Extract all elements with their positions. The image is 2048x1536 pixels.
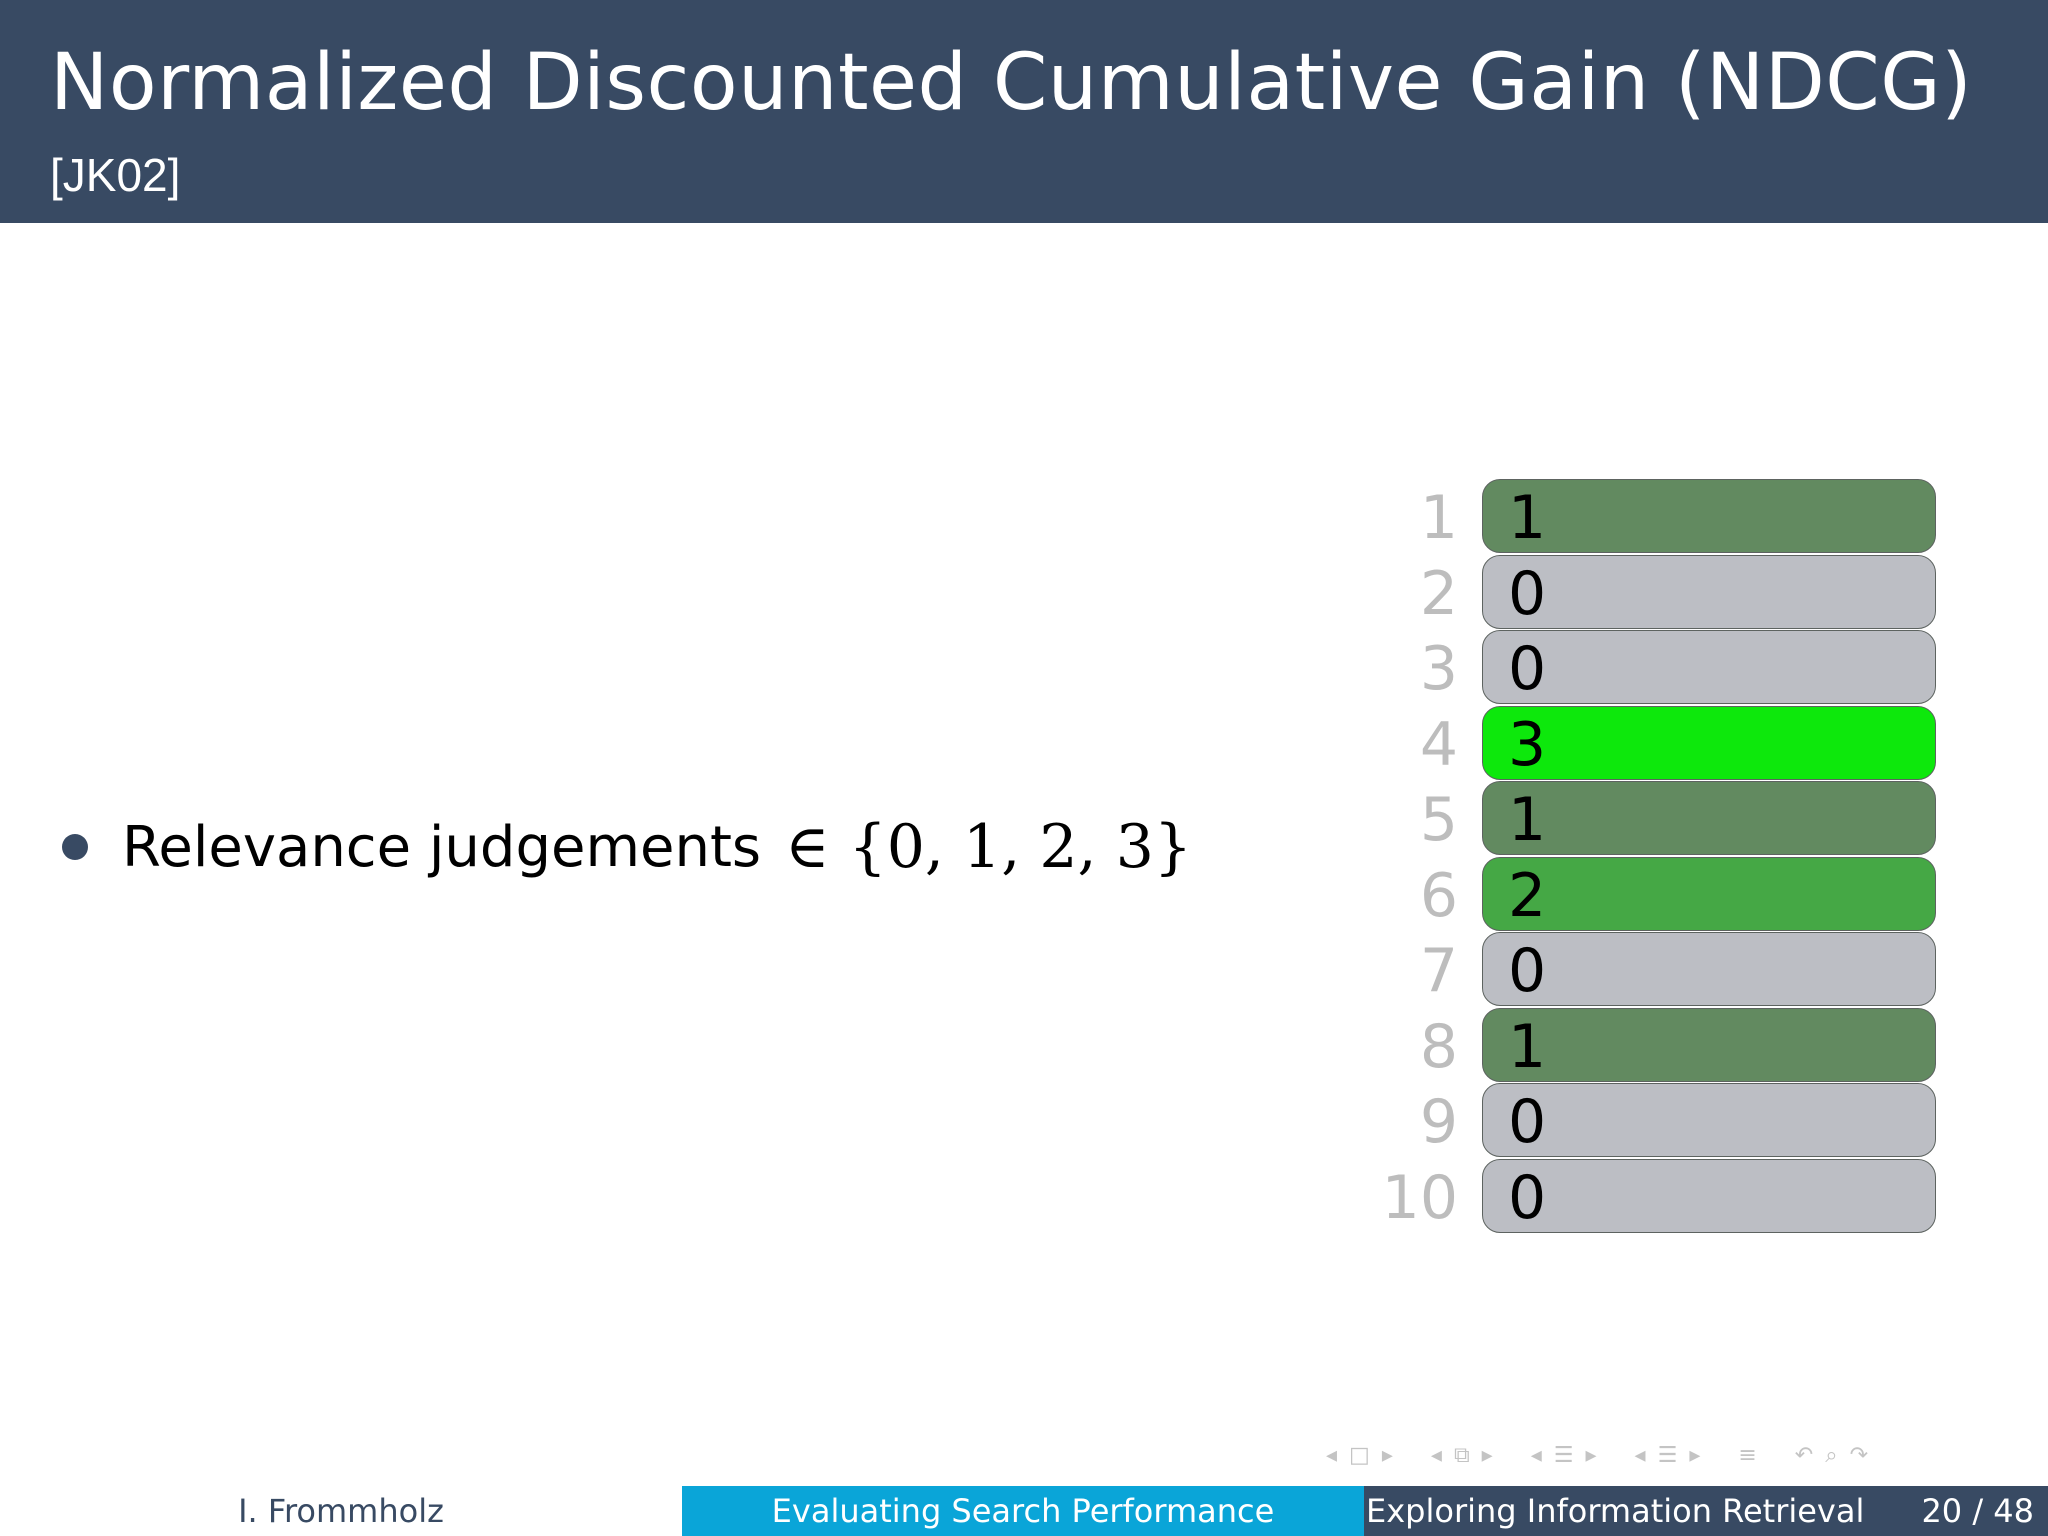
bullet-text: Relevance judgements xyxy=(122,814,762,880)
nav-prev-icon[interactable]: ◂ xyxy=(1634,1442,1646,1468)
rank-number: 4 xyxy=(1419,709,1458,780)
slide-subtitle: [JK02] xyxy=(50,149,181,201)
relevance-bar xyxy=(1482,856,1936,931)
relevance-value: 1 xyxy=(1508,483,1547,553)
ranking-row: 10 0 xyxy=(1370,1158,1940,1234)
search-icon[interactable]: ⌕ xyxy=(1825,1442,1838,1468)
relevance-value: 0 xyxy=(1508,558,1547,629)
bullet-item: Relevance judgements ∈ {0, 1, 2, 3} xyxy=(62,812,1192,882)
section-icon[interactable]: ☰ xyxy=(1657,1442,1678,1468)
relevance-value: 3 xyxy=(1508,709,1547,780)
rank-number: 5 xyxy=(1419,785,1458,855)
relevance-bar xyxy=(1482,1007,1936,1082)
slide-footer: I. Frommholz Evaluating Search Performan… xyxy=(0,1486,2048,1536)
relevance-bar xyxy=(1482,1083,1936,1157)
relevance-value: 0 xyxy=(1508,634,1547,704)
rank-number: 10 xyxy=(1381,1162,1458,1233)
nav-prev-icon[interactable]: ◂ xyxy=(1430,1442,1442,1468)
relevance-bar xyxy=(1482,479,1936,553)
slide-title: Normalized Discounted Cumulative Gain (N… xyxy=(50,38,1973,128)
slides-icon[interactable]: ⧉ xyxy=(1453,1442,1470,1468)
nav-next-icon[interactable]: ▸ xyxy=(1481,1442,1493,1468)
slide-header: Normalized Discounted Cumulative Gain (N… xyxy=(0,0,2048,223)
rank-number: 8 xyxy=(1419,1011,1458,1082)
relevance-value: 2 xyxy=(1508,860,1547,931)
relevance-bar xyxy=(1482,932,1936,1006)
footer-author: I. Frommholz xyxy=(0,1486,682,1536)
relevance-bar xyxy=(1482,630,1936,704)
nav-next-icon[interactable]: ▸ xyxy=(1585,1442,1597,1468)
frame-icon[interactable]: □ xyxy=(1349,1442,1370,1468)
undo-icon[interactable]: ↶ xyxy=(1794,1442,1814,1468)
relevance-value: 0 xyxy=(1508,1162,1547,1233)
nav-prev-icon[interactable]: ◂ xyxy=(1326,1442,1338,1468)
bullet-math: ∈ {0, 1, 2, 3} xyxy=(785,812,1193,882)
relevance-bar xyxy=(1482,554,1936,629)
rank-number: 3 xyxy=(1419,634,1458,704)
rank-number: 6 xyxy=(1419,860,1458,931)
page-number: 20 / 48 xyxy=(1921,1492,2034,1530)
nav-next-icon[interactable]: ▸ xyxy=(1381,1442,1393,1468)
relevance-bar xyxy=(1482,1158,1936,1233)
rank-number: 1 xyxy=(1419,483,1458,553)
footer-title: Evaluating Search Performance xyxy=(682,1486,1364,1536)
rank-number: 9 xyxy=(1419,1087,1458,1157)
bullet-icon xyxy=(62,834,88,860)
relevance-bar xyxy=(1482,705,1936,780)
relevance-value: 0 xyxy=(1508,1087,1547,1157)
rank-number: 7 xyxy=(1419,936,1458,1006)
ranking-list: 1 1 2 0 3 0 4 3 5 1 6 2 7 0 8 1 9 0 10 0 xyxy=(1370,478,1940,1234)
nav-next-icon[interactable]: ▸ xyxy=(1689,1442,1701,1468)
relevance-value: 1 xyxy=(1508,1011,1547,1082)
footer-subtitle: Exploring Information Retrieval xyxy=(1366,1492,1865,1530)
beamer-navigation: ◂ □ ▸ ◂ ⧉ ▸ ◂ ☰ ▸ ◂ ☰ ▸ ≡ ↶ ⌕ ↷ xyxy=(1320,1440,1874,1470)
relevance-value: 1 xyxy=(1508,785,1547,855)
nav-prev-icon[interactable]: ◂ xyxy=(1530,1442,1542,1468)
outline-icon[interactable]: ≡ xyxy=(1738,1442,1757,1468)
relevance-value: 0 xyxy=(1508,936,1547,1006)
redo-icon[interactable]: ↷ xyxy=(1849,1442,1868,1468)
rank-number: 2 xyxy=(1419,558,1458,629)
subsection-icon[interactable]: ☰ xyxy=(1553,1442,1574,1468)
relevance-bar xyxy=(1482,781,1936,855)
footer-info: Exploring Information Retrieval 20 / 48 xyxy=(1364,1486,2048,1536)
